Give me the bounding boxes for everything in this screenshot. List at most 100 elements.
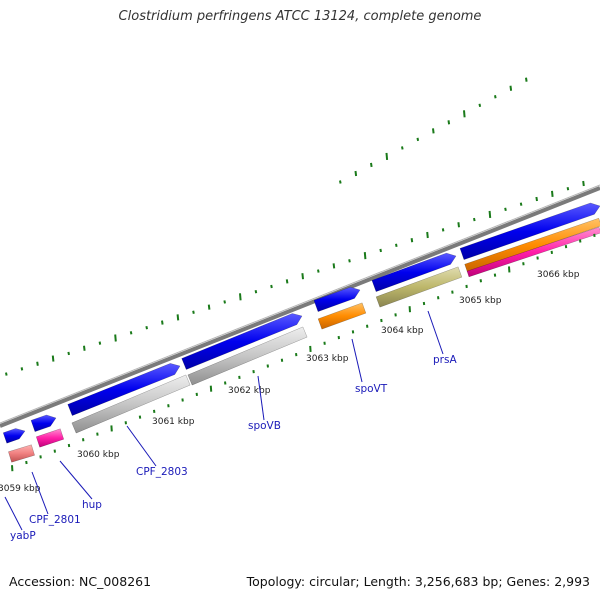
gc-dash xyxy=(457,222,460,228)
gc-dash xyxy=(504,207,507,211)
gc-dash xyxy=(207,304,211,310)
gc-dash xyxy=(395,243,398,248)
gc-dash xyxy=(67,351,70,356)
gc-dash xyxy=(582,180,585,187)
gc-dash xyxy=(317,269,320,273)
gene-label: prsA xyxy=(433,354,457,366)
gene-arrow-yabP xyxy=(2,428,26,444)
cds-next-orange xyxy=(464,217,600,273)
gene-leader-line xyxy=(31,471,49,515)
cds-next-pink xyxy=(466,226,600,278)
gene-arrow-CPF_2803 xyxy=(67,363,181,416)
scale-dash-ring xyxy=(11,233,596,472)
gc-dash xyxy=(176,314,180,321)
gc-dash xyxy=(478,103,482,107)
gc-dash xyxy=(36,361,39,366)
ruler-label: 3059 kbp xyxy=(0,484,41,494)
gene-arrow-spoVB xyxy=(181,313,303,370)
gc-dash xyxy=(488,210,492,219)
gc-dash xyxy=(83,345,86,351)
gc-dash xyxy=(494,95,497,99)
gc-dash xyxy=(20,367,24,371)
map-title: Clostridium perfringens ATCC 13124, comp… xyxy=(118,9,482,24)
gc-dash xyxy=(239,293,242,301)
cds-prsA xyxy=(375,266,463,308)
gc-dash xyxy=(98,341,102,345)
ruler-label: 3060 kbp xyxy=(77,450,120,460)
topology-label: Topology: circular; Length: 3,256,683 bp… xyxy=(246,574,590,589)
gc-dash xyxy=(51,355,55,362)
gene-arrow-CPF_2801 xyxy=(30,414,57,432)
cds-CPF_2803 xyxy=(71,374,191,434)
accession-label: Accession: NC_008261 xyxy=(9,574,152,589)
rna-hup xyxy=(35,428,65,448)
gene-arrow-next xyxy=(459,202,600,260)
gc-dash xyxy=(463,110,466,118)
gc-content-dash-ring xyxy=(5,77,585,376)
gc-dash xyxy=(370,162,373,168)
ruler-label: 3063 kbp xyxy=(306,354,349,364)
gc-dash xyxy=(401,146,404,150)
ruler-label: 3062 kbp xyxy=(228,386,271,396)
gene-leader-line xyxy=(4,496,23,531)
gc-dash xyxy=(535,196,538,202)
cds-spoVB xyxy=(187,326,308,386)
gc-dash xyxy=(379,248,382,253)
gc-dash xyxy=(432,128,435,134)
ruler-labels: 3059 kbp 3060 kbp 3061 kbp 3062 kbp 3063 kbp… xyxy=(0,270,580,494)
gene-label: CPF_2801 xyxy=(29,514,81,526)
gc-dash xyxy=(410,238,414,243)
gene-leader-line xyxy=(351,338,363,383)
gc-dash xyxy=(354,170,358,177)
gc-dash xyxy=(5,372,8,376)
gc-dash xyxy=(161,320,164,325)
gc-dash xyxy=(301,273,304,280)
genome-backbone xyxy=(0,186,600,428)
gc-dash xyxy=(519,202,523,206)
ruler-label: 3066 kbp xyxy=(537,270,580,280)
gc-dash xyxy=(447,120,451,125)
gene-leader-line xyxy=(59,460,93,500)
feature-track xyxy=(2,202,600,463)
gc-dash xyxy=(339,180,342,184)
gene-label: hup xyxy=(82,499,102,511)
gc-dash xyxy=(363,252,367,260)
gene-leader-line xyxy=(126,425,157,467)
gc-dash xyxy=(509,85,513,91)
genome-backbone-highlight xyxy=(0,184,600,424)
gc-dash xyxy=(416,137,420,142)
gc-dash xyxy=(223,300,226,304)
gene-label: spoVT xyxy=(355,383,388,395)
gc-dash xyxy=(145,325,148,330)
gene-label: CPF_2803 xyxy=(136,466,188,478)
gc-dash xyxy=(114,334,117,342)
rna-yabP xyxy=(8,444,35,463)
gc-dash xyxy=(270,284,273,289)
ruler-label: 3061 kbp xyxy=(152,417,195,427)
gene-label: spoVB xyxy=(248,420,281,432)
gene-arrow-spoVT xyxy=(313,286,361,312)
gene-arrow-prsA xyxy=(371,252,457,292)
gc-dash xyxy=(566,186,570,191)
gc-dash xyxy=(441,228,445,232)
gene-leader-line xyxy=(257,375,265,421)
gc-dash xyxy=(254,289,258,294)
gc-dash xyxy=(551,190,554,197)
gc-dash xyxy=(348,259,351,263)
gc-dash xyxy=(385,152,389,161)
gc-dash xyxy=(285,279,289,284)
cds-spoVT xyxy=(317,302,367,330)
gc-dash xyxy=(332,263,336,269)
gc-dash xyxy=(473,217,476,222)
ruler-label: 3065 kbp xyxy=(459,296,502,306)
gene-label: yabP xyxy=(10,530,36,542)
gc-dash xyxy=(525,77,528,82)
gc-dash xyxy=(129,331,133,335)
gc-dash xyxy=(192,310,195,314)
gene-leader-line xyxy=(427,310,444,355)
gc-dash xyxy=(426,231,429,239)
ruler-label: 3064 kbp xyxy=(381,326,424,336)
